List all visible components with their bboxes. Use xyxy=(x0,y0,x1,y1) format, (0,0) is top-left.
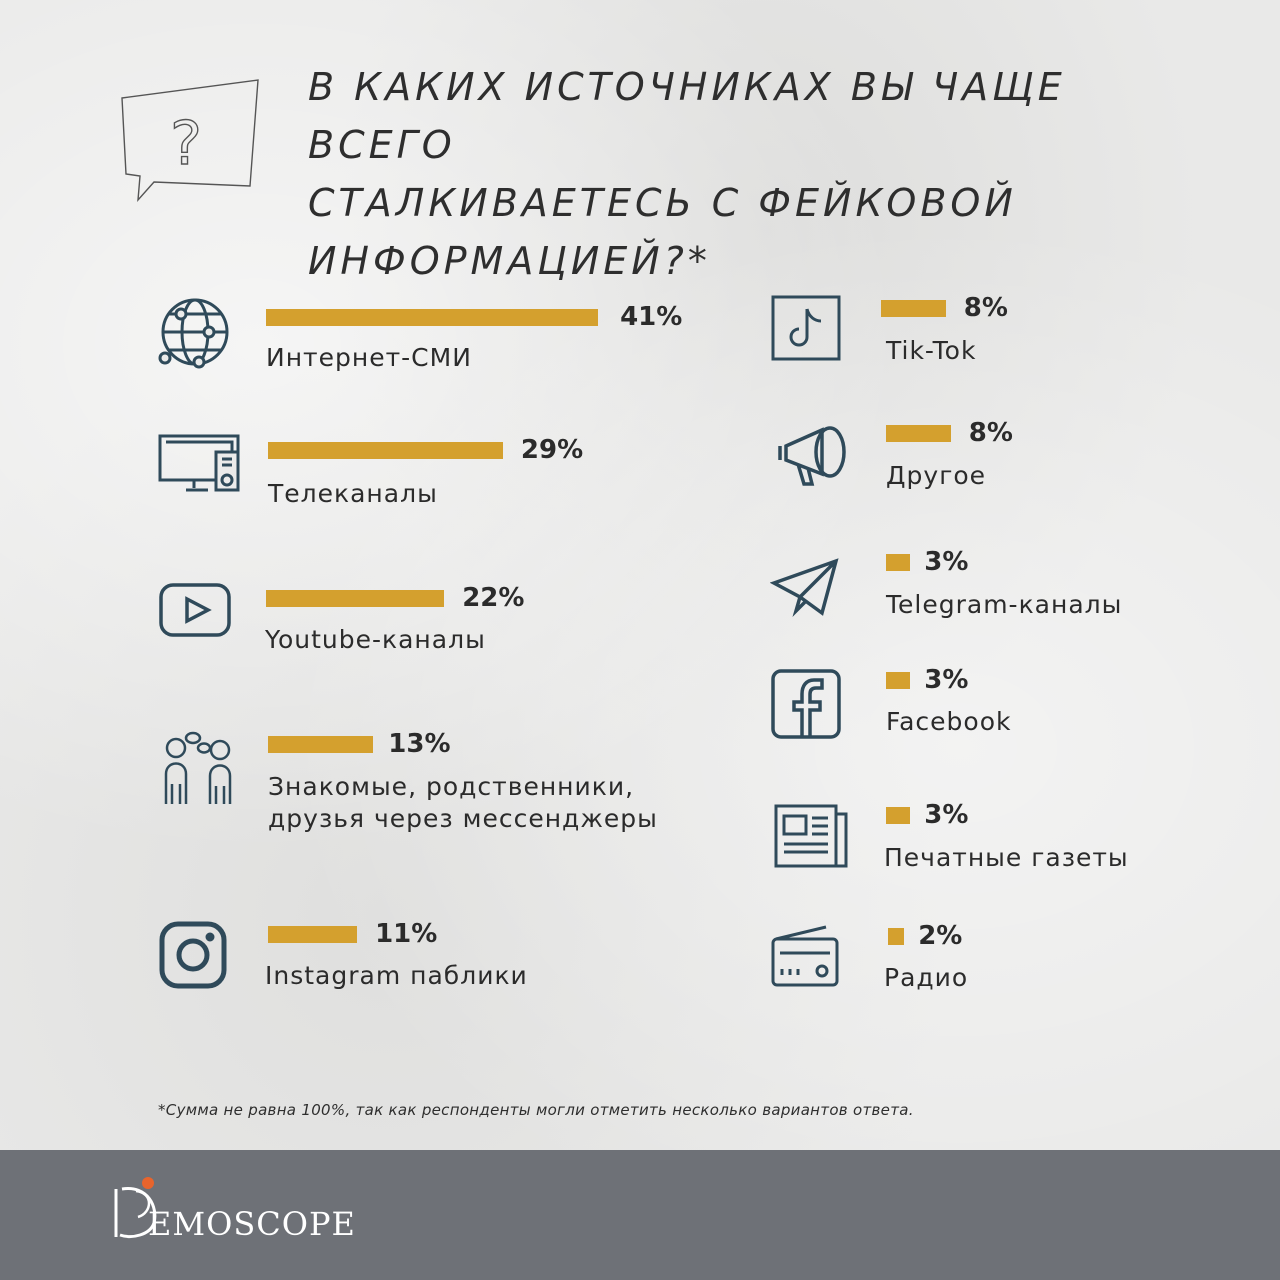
value-label: 11% xyxy=(375,919,438,949)
bar xyxy=(268,442,503,459)
value-label: 41% xyxy=(620,302,683,332)
tiktok-icon xyxy=(771,295,841,361)
bar xyxy=(266,590,445,607)
value-label: 3% xyxy=(924,547,969,577)
category-label: Радио xyxy=(884,963,969,992)
bar xyxy=(266,309,599,326)
category-label: Интернет-СМИ xyxy=(266,343,472,372)
tv-icon xyxy=(158,432,242,496)
facebook-icon xyxy=(770,668,842,740)
category-label: Instagram паблики xyxy=(265,961,528,990)
radio-icon xyxy=(770,923,840,989)
question-bubble-icon: ? xyxy=(121,79,259,203)
svg-text:?: ? xyxy=(170,109,202,179)
value-label: 22% xyxy=(462,583,525,613)
bar xyxy=(886,425,951,442)
telegram-icon xyxy=(770,557,842,617)
category-label: Tik-Tok xyxy=(886,336,977,365)
value-label: 3% xyxy=(924,800,969,830)
category-label: Печатные газеты xyxy=(884,843,1129,872)
paper-background xyxy=(0,0,1280,1150)
bar xyxy=(268,926,358,943)
globe-icon xyxy=(155,292,235,372)
value-label: 3% xyxy=(924,665,969,695)
youtube-icon xyxy=(158,582,232,638)
footnote: *Сумма не равна 100%, так как респондент… xyxy=(158,1101,914,1119)
category-label: Телеканалы xyxy=(268,479,438,508)
category-label: Другое xyxy=(886,461,987,490)
brand-name: EMOSCOPE xyxy=(148,1205,356,1243)
value-label: 8% xyxy=(968,418,1013,448)
megaphone-icon xyxy=(776,422,852,488)
newspaper-icon xyxy=(774,804,850,870)
bar xyxy=(886,672,911,689)
bar xyxy=(886,554,911,571)
category-label: Youtube-каналы xyxy=(265,625,486,654)
bar xyxy=(886,807,911,824)
page-title: В каких источниках вы чаще всего сталкив… xyxy=(308,58,1208,290)
value-label: 2% xyxy=(918,921,963,951)
value-label: 29% xyxy=(520,435,584,465)
instagram-icon xyxy=(158,920,228,990)
footer-bar xyxy=(0,1150,1280,1280)
people-chat-icon xyxy=(158,730,242,810)
value-label: 13% xyxy=(388,729,451,759)
bar xyxy=(268,736,374,753)
demoscope-logo xyxy=(114,1177,157,1238)
bar xyxy=(888,928,905,945)
bar xyxy=(881,300,946,317)
title-line: сталкиваетесь с фейковой xyxy=(308,181,1017,225)
title-line: информацией?* xyxy=(308,239,711,283)
category-label: друзья через мессенджеры xyxy=(268,804,658,833)
category-label: Facebook xyxy=(886,707,1012,736)
category-label: Telegram-каналы xyxy=(886,590,1123,619)
category-label: Знакомые, родственники, xyxy=(268,772,635,801)
value-label: 8% xyxy=(963,293,1008,323)
title-line: В каких источниках вы чаще всего xyxy=(308,65,1066,167)
